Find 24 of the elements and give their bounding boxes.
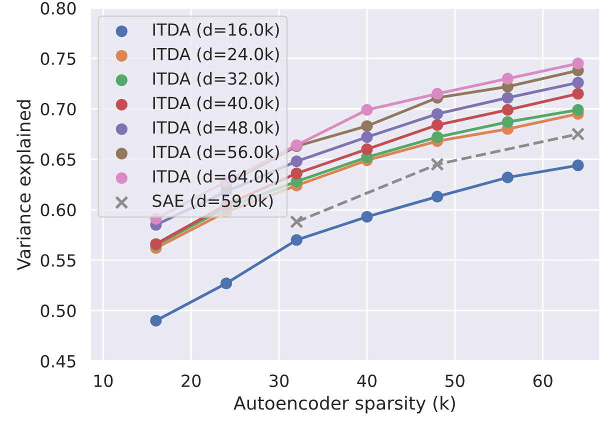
legend-label: ITDA (d=48.0k) bbox=[153, 120, 279, 136]
legend-label: ITDA (d=24.0k) bbox=[153, 47, 279, 62]
y-tick-label: 0.65 bbox=[40, 153, 76, 166]
y-tick-label: 0.75 bbox=[40, 52, 76, 65]
legend-label: ITDA (d=40.0k) bbox=[153, 96, 279, 112]
legend-label: SAE (d=59.0k) bbox=[152, 194, 273, 210]
x-tick-label: 40 bbox=[357, 374, 376, 388]
x-tick-label: 10 bbox=[94, 374, 113, 388]
x-axis-title: Autoencoder sparsity (k) bbox=[234, 396, 455, 414]
x-tick-label: 50 bbox=[446, 374, 464, 388]
legend-label: ITDA (d=16.0k) bbox=[153, 23, 279, 38]
x-tick-label: 20 bbox=[182, 374, 201, 388]
legend-label: ITDA (d=32.0k) bbox=[153, 72, 279, 87]
y-tick-label: 0.50 bbox=[40, 304, 76, 318]
y-tick-label: 0.70 bbox=[40, 102, 76, 116]
x-tick-label: 60 bbox=[533, 374, 552, 388]
legend-label: ITDA (d=64.0k) bbox=[153, 170, 279, 185]
y-tick-label: 0.60 bbox=[40, 204, 76, 216]
y-tick-label: 0.55 bbox=[40, 254, 76, 267]
legend-label: ITDA (d=56.0k) bbox=[153, 145, 279, 160]
x-tick-label: 30 bbox=[270, 374, 289, 388]
y-tick-label: 0.45 bbox=[40, 354, 76, 368]
y-tick-label: 0.80 bbox=[40, 2, 76, 15]
y-axis-title: Variance explained bbox=[16, 100, 34, 270]
